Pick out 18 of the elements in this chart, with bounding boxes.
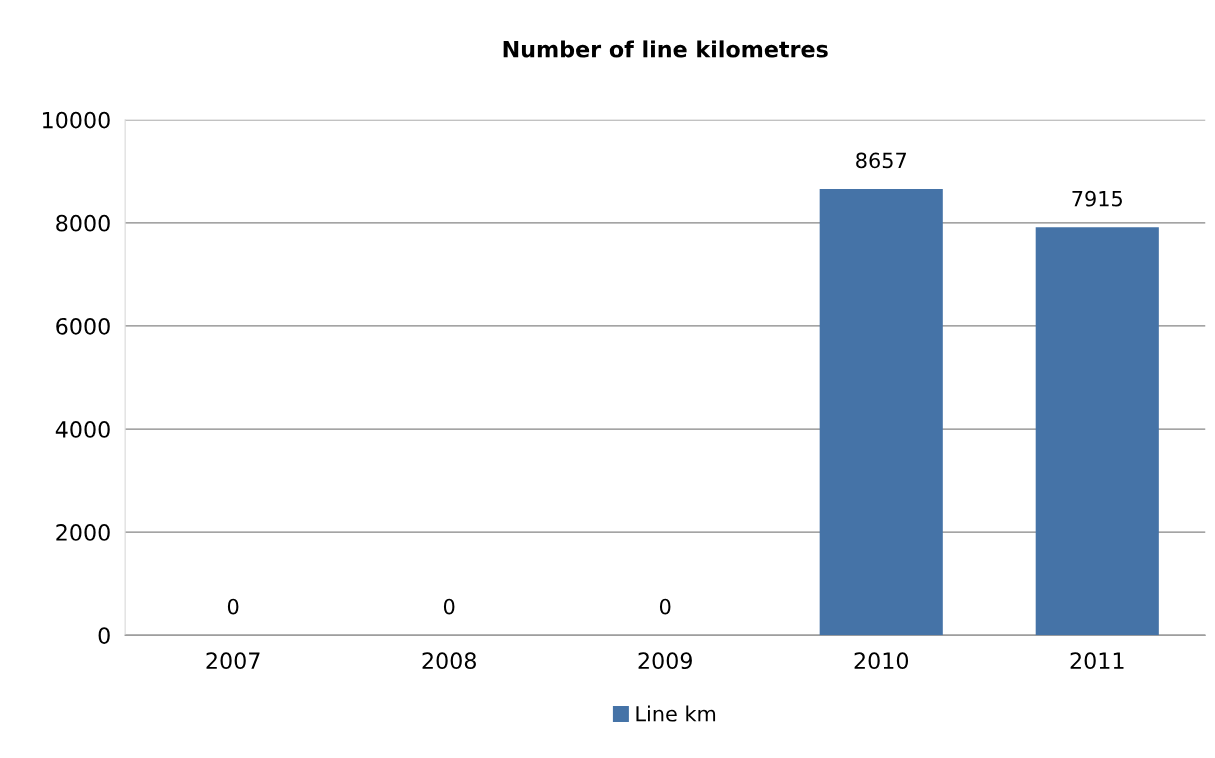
x-tick-label: 2011 — [1070, 652, 1124, 670]
y-tick-label: 6000 — [56, 317, 110, 335]
y-tick-label: 10000 — [43, 111, 110, 129]
data-label: 0 — [659, 598, 671, 615]
data-label: 0 — [227, 598, 239, 615]
y-tick-label: 0 — [98, 627, 110, 644]
data-label: 7915 — [1072, 190, 1122, 207]
x-tick-label: 2007 — [206, 652, 260, 670]
data-label: 8657 — [856, 152, 906, 169]
chart-title: Number of line kilometres — [503, 40, 828, 58]
y-tick-label: 8000 — [56, 214, 110, 232]
y-tick-label: 2000 — [56, 524, 110, 541]
x-tick-label: 2010 — [854, 652, 909, 670]
legend-label: Line km — [636, 705, 716, 722]
data-label: 0 — [443, 598, 455, 615]
x-tick-label: 2008 — [422, 652, 476, 670]
y-tick-label: 4000 — [55, 420, 110, 438]
x-tick-label: 2009 — [638, 652, 692, 670]
